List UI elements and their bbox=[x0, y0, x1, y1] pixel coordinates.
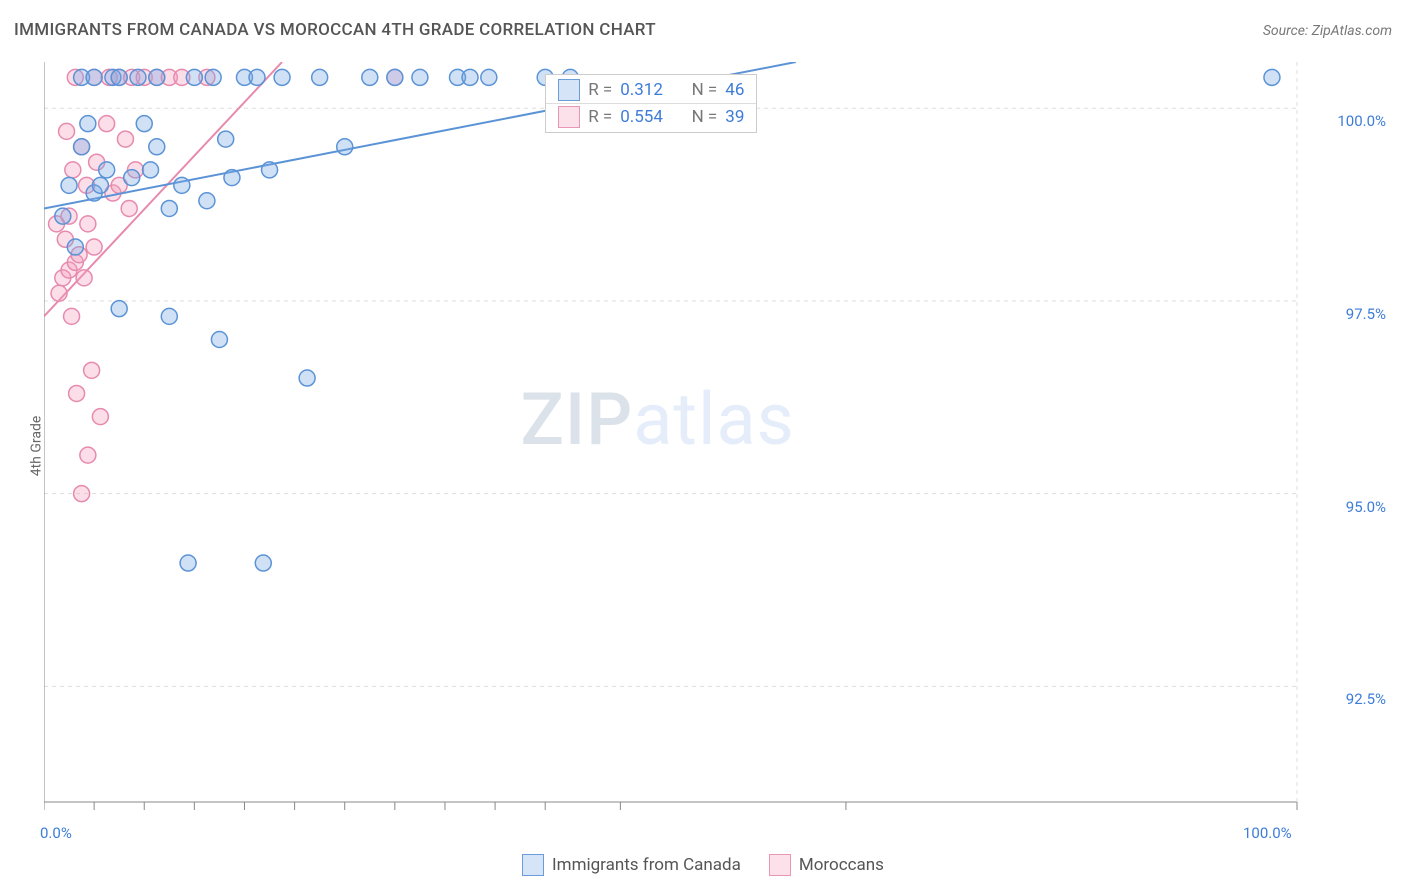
chart-header: IMMIGRANTS FROM CANADA VS MOROCCAN 4TH G… bbox=[14, 20, 1392, 40]
legend-r-value: 0.312 bbox=[620, 80, 663, 100]
legend-r-value: 0.554 bbox=[620, 107, 663, 127]
y-tick-label: 97.5% bbox=[1346, 305, 1386, 323]
legend-r-label: R = bbox=[588, 80, 612, 100]
y-tick-label: 92.5% bbox=[1346, 690, 1386, 708]
x-tick-min: 0.0% bbox=[40, 824, 72, 842]
y-tick-label: 95.0% bbox=[1346, 498, 1386, 516]
legend-swatch bbox=[769, 854, 791, 876]
scatter-plot bbox=[44, 62, 1392, 832]
legend-stats-row: R = 0.554 N = 39 bbox=[546, 103, 756, 130]
legend-stats: R = 0.312 N = 46R = 0.554 N = 39 bbox=[545, 74, 757, 133]
legend-swatch bbox=[522, 854, 544, 876]
legend-swatch bbox=[558, 106, 580, 128]
legend-r-label: R = bbox=[588, 107, 612, 127]
legend-bottom: Immigrants from Canada Moroccans bbox=[0, 854, 1406, 876]
y-tick-label: 100.0% bbox=[1337, 112, 1386, 130]
legend-item: Moroccans bbox=[769, 854, 884, 876]
legend-n-label: N = bbox=[692, 107, 718, 127]
legend-n-label: N = bbox=[692, 80, 718, 100]
chart-area: ZIPatlas 92.5%95.0%97.5%100.0%0.0%100.0%… bbox=[44, 62, 1392, 832]
legend-swatch bbox=[558, 79, 580, 101]
legend-stats-row: R = 0.312 N = 46 bbox=[546, 77, 756, 103]
legend-n-value: 39 bbox=[725, 107, 744, 127]
legend-label: Immigrants from Canada bbox=[552, 855, 741, 875]
y-axis-label: 4th Grade bbox=[28, 416, 44, 477]
legend-label: Moroccans bbox=[799, 855, 884, 875]
x-tick-max: 100.0% bbox=[1243, 824, 1292, 842]
chart-source: Source: ZipAtlas.com bbox=[1263, 23, 1392, 39]
legend-item: Immigrants from Canada bbox=[522, 854, 741, 876]
legend-n-value: 46 bbox=[725, 80, 744, 100]
chart-title: IMMIGRANTS FROM CANADA VS MOROCCAN 4TH G… bbox=[14, 20, 656, 40]
